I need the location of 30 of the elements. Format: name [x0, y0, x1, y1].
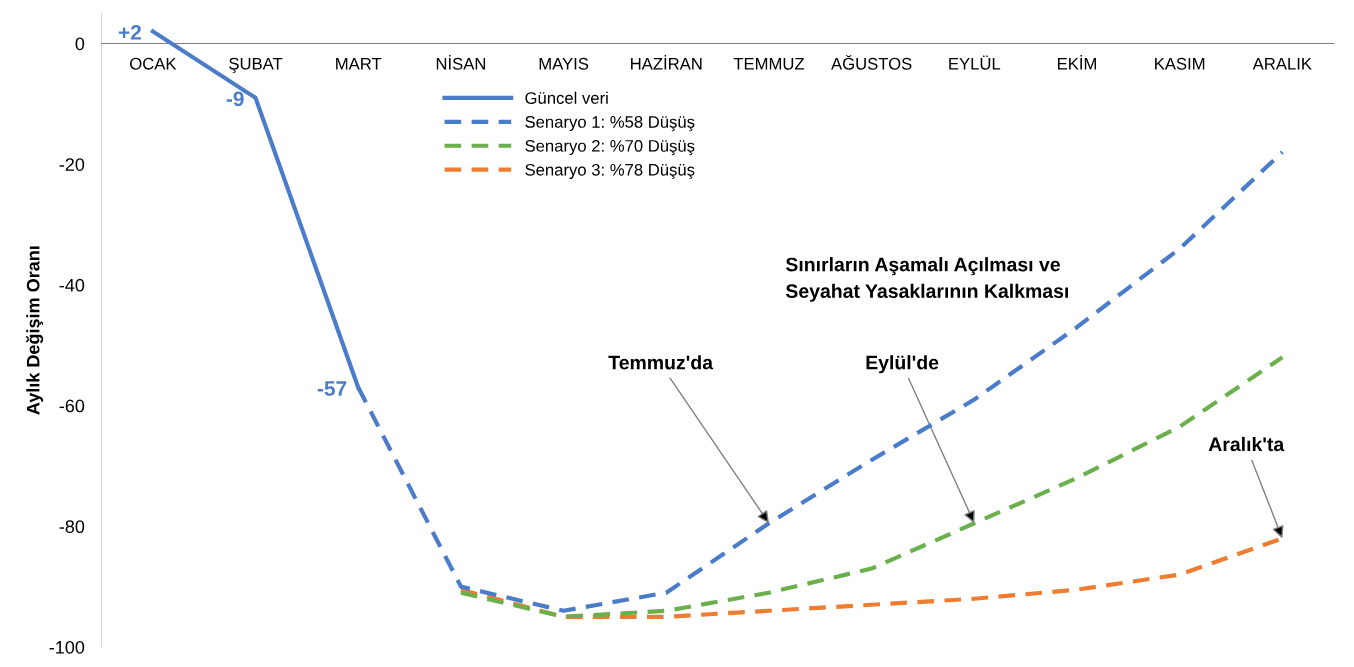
legend-label: Güncel veri: [525, 91, 608, 104]
x-tick-label: NİSAN: [436, 55, 486, 70]
legend-label: Senaryo 3: %78 Düşüş: [525, 163, 695, 180]
x-tick-label: MART: [336, 58, 382, 70]
x-tick-label: TEMMUZ: [733, 58, 805, 70]
x-tick-label: HAZİRAN: [631, 55, 702, 70]
x-tick-label: EKİM: [1057, 55, 1096, 70]
x-tick-label: ŞUBAT: [229, 57, 283, 73]
y-tick-label: -80: [59, 520, 85, 534]
annotation: Aralık'ta: [1208, 436, 1285, 452]
x-tick-label: OCAK: [130, 57, 177, 70]
x-tick-label: ARALIK: [1252, 58, 1312, 70]
y-tick-label: -100: [49, 640, 85, 654]
legend-label: Senaryo 1: %58 Düşüş: [525, 116, 695, 132]
annotation: Eylül'de: [866, 355, 939, 374]
y-tick-label: -20: [59, 158, 85, 171]
x-tick-label: EYLÜL: [949, 55, 1001, 70]
annotation: Sınırların Aşamalı Açılması ve Seyahat Yasaklarının Kalkması: [785, 257, 1068, 302]
legend-label: Senaryo 2: %70 Düşüş: [525, 139, 695, 156]
y-tick-label: -40: [59, 278, 85, 292]
x-tick-label: KASIM: [1155, 57, 1205, 70]
x-tick-label: AĞUSTOS: [831, 55, 912, 70]
annotation: Temmuz'da: [608, 355, 714, 370]
x-tick-label: MAYIS: [539, 57, 589, 70]
y-tick-label: -60: [59, 399, 85, 413]
data-label: -9: [226, 91, 244, 107]
y-tick-label: 0: [75, 37, 85, 51]
data-label: +2: [118, 25, 141, 40]
data-label: -57: [317, 381, 347, 396]
y-axis-title: Aylık Değişim Oranı: [26, 246, 44, 415]
